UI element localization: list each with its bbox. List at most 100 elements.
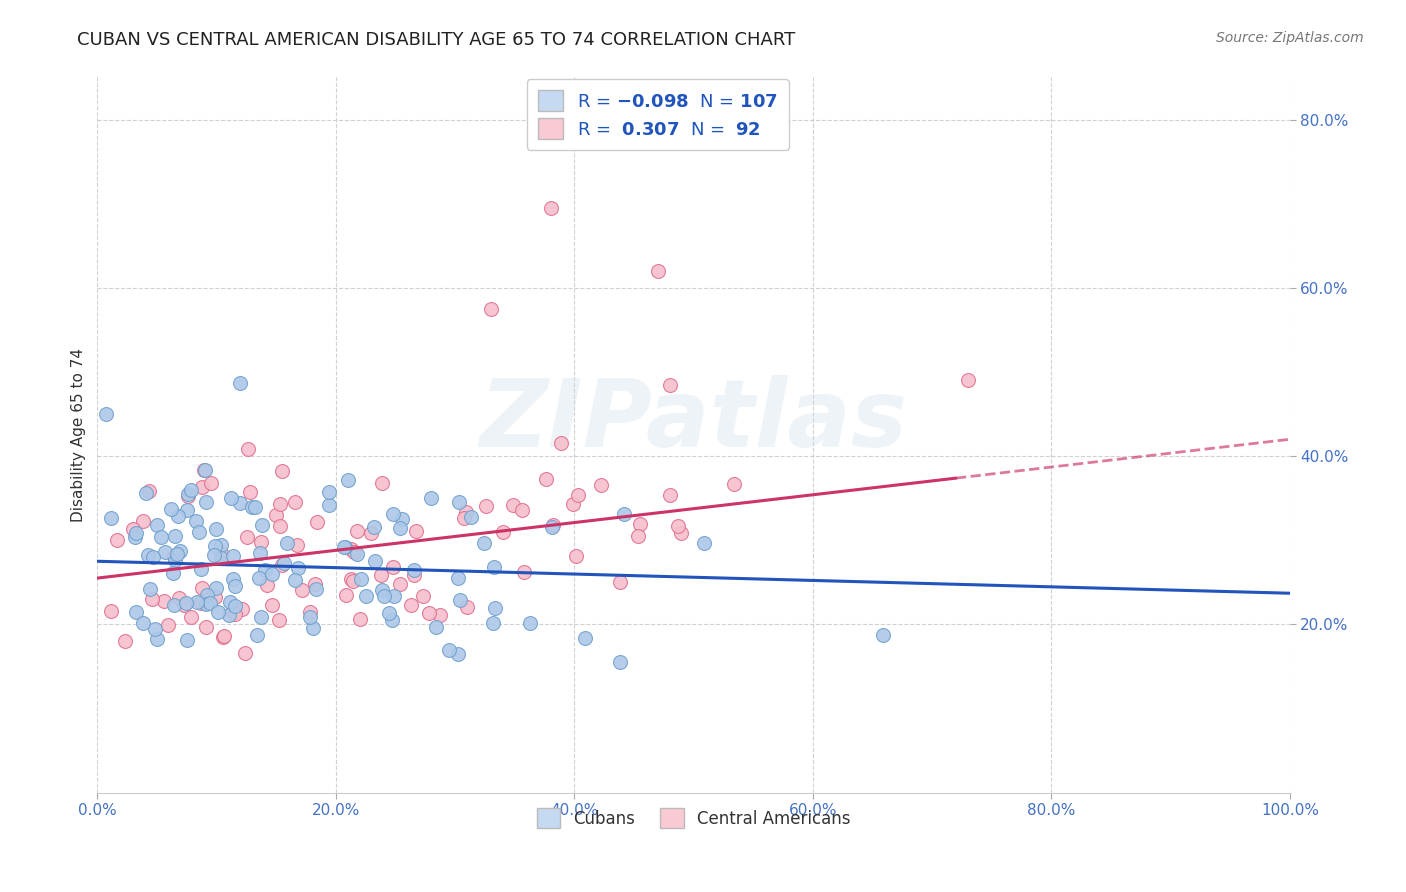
Point xyxy=(186,595,208,609)
Point xyxy=(370,476,392,491)
Point xyxy=(382,508,405,522)
Point xyxy=(194,597,217,611)
Point xyxy=(291,582,314,597)
Point xyxy=(391,511,413,525)
Point xyxy=(207,605,229,619)
Point xyxy=(284,494,307,508)
Point xyxy=(180,483,202,498)
Point xyxy=(363,519,385,533)
Point xyxy=(340,542,363,557)
Point xyxy=(609,574,631,589)
Point xyxy=(627,529,650,543)
Point xyxy=(693,535,716,549)
Point xyxy=(574,631,596,645)
Point xyxy=(872,628,894,642)
Point xyxy=(166,547,188,561)
Point xyxy=(167,591,190,605)
Point xyxy=(456,599,478,614)
Point xyxy=(150,530,173,544)
Point xyxy=(249,610,271,624)
Point xyxy=(190,596,212,610)
Point xyxy=(318,484,340,499)
Point xyxy=(370,568,392,582)
Point xyxy=(336,474,359,488)
Point xyxy=(276,536,298,550)
Point xyxy=(165,529,187,543)
Point xyxy=(163,598,186,612)
Point xyxy=(180,610,202,624)
Point xyxy=(541,519,564,533)
Point xyxy=(343,545,366,559)
Point xyxy=(160,502,183,516)
Point xyxy=(669,525,692,540)
Point xyxy=(143,622,166,636)
Point xyxy=(562,497,585,511)
Point xyxy=(204,540,226,554)
Point xyxy=(299,605,322,619)
Point xyxy=(202,548,225,562)
Point xyxy=(238,442,260,456)
Point xyxy=(153,545,176,559)
Point xyxy=(550,436,572,450)
Point xyxy=(190,581,212,595)
Point xyxy=(305,582,328,597)
Point xyxy=(340,572,363,586)
Point xyxy=(420,491,443,506)
Point xyxy=(224,579,246,593)
Point xyxy=(254,563,277,577)
Point xyxy=(231,602,253,616)
Point xyxy=(209,537,232,551)
Point xyxy=(484,601,506,615)
Point xyxy=(269,613,291,627)
Point xyxy=(482,616,505,631)
Point xyxy=(613,508,636,522)
Point xyxy=(184,514,207,528)
Point xyxy=(176,632,198,647)
Point xyxy=(167,509,190,524)
Point xyxy=(536,472,558,486)
Point xyxy=(658,377,681,392)
Point xyxy=(360,525,382,540)
Point xyxy=(287,561,309,575)
Point xyxy=(193,463,215,477)
Point xyxy=(250,534,273,549)
Point xyxy=(453,510,475,524)
Point xyxy=(209,551,232,566)
Point xyxy=(429,607,451,622)
Point xyxy=(221,573,243,587)
Point xyxy=(125,605,148,619)
Point xyxy=(212,629,235,643)
Point xyxy=(211,630,233,644)
Point xyxy=(301,622,323,636)
Point xyxy=(405,524,427,538)
Point xyxy=(273,556,295,570)
Point xyxy=(519,616,541,631)
Point xyxy=(447,647,470,661)
Point xyxy=(135,486,157,500)
Point xyxy=(194,494,217,508)
Point xyxy=(141,592,163,607)
Point xyxy=(472,536,495,550)
Point xyxy=(373,590,395,604)
Point xyxy=(381,613,404,627)
Point xyxy=(219,491,242,505)
Point xyxy=(233,646,256,660)
Point xyxy=(146,518,169,533)
Point xyxy=(174,595,197,609)
Point xyxy=(256,578,278,592)
Point xyxy=(567,488,589,502)
Point xyxy=(132,514,155,528)
Point xyxy=(269,497,291,511)
Point xyxy=(381,560,404,574)
Point xyxy=(449,592,471,607)
Point xyxy=(412,589,434,603)
Point xyxy=(122,522,145,536)
Point xyxy=(382,589,405,603)
Point xyxy=(124,526,146,541)
Point xyxy=(239,484,262,499)
Point xyxy=(666,519,689,533)
Point xyxy=(124,530,146,544)
Point xyxy=(354,589,377,603)
Point xyxy=(333,540,356,554)
Point xyxy=(100,603,122,617)
